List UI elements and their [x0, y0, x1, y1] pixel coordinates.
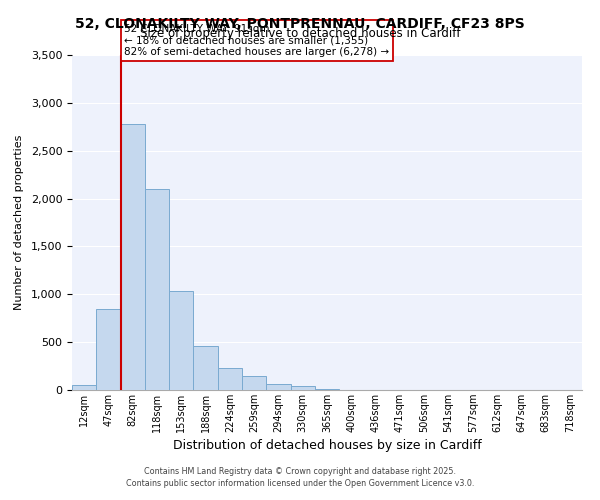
Bar	[169, 292, 193, 390]
Bar	[242, 376, 266, 390]
Bar	[96, 308, 121, 390]
Text: Size of property relative to detached houses in Cardiff: Size of property relative to detached ho…	[140, 28, 460, 40]
Bar	[121, 124, 145, 390]
Text: Contains HM Land Registry data © Crown copyright and database right 2025.
Contai: Contains HM Land Registry data © Crown c…	[126, 466, 474, 487]
Y-axis label: Number of detached properties: Number of detached properties	[14, 135, 24, 310]
Text: 52, CLONAKILTY WAY, PONTPRENNAU, CARDIFF, CF23 8PS: 52, CLONAKILTY WAY, PONTPRENNAU, CARDIFF…	[75, 18, 525, 32]
Bar	[193, 346, 218, 390]
Bar	[266, 384, 290, 390]
Bar	[315, 388, 339, 390]
Text: 52 CLONAKILTY WAY: 91sqm
← 18% of detached houses are smaller (1,355)
82% of sem: 52 CLONAKILTY WAY: 91sqm ← 18% of detach…	[124, 24, 389, 57]
Bar	[290, 386, 315, 390]
Bar	[145, 189, 169, 390]
X-axis label: Distribution of detached houses by size in Cardiff: Distribution of detached houses by size …	[173, 439, 481, 452]
Bar	[218, 368, 242, 390]
Bar	[72, 385, 96, 390]
